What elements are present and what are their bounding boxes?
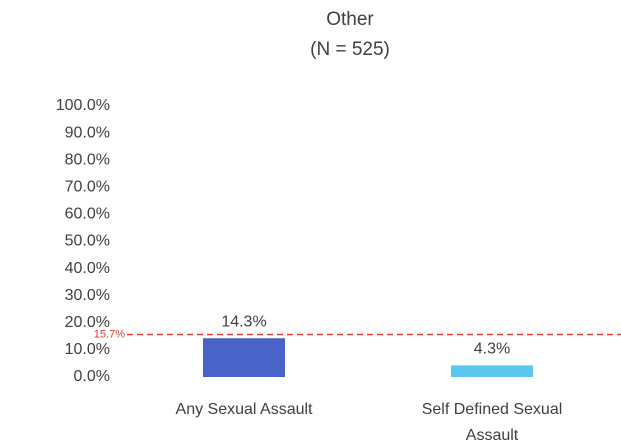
x-tick-label: Any Sexual Assault bbox=[175, 401, 313, 418]
y-tick-label: 30.0% bbox=[65, 287, 110, 304]
y-tick-label: 90.0% bbox=[65, 124, 110, 141]
y-tick-label: 50.0% bbox=[65, 233, 110, 250]
chart-subtitle: (N = 525) bbox=[310, 39, 390, 60]
y-tick-label: 0.0% bbox=[74, 368, 110, 385]
y-tick-label: 100.0% bbox=[56, 97, 110, 114]
y-tick-label: 20.0% bbox=[65, 314, 110, 331]
y-tick-label: 60.0% bbox=[65, 206, 110, 223]
x-tick-label: Self Defined Sexual Assault bbox=[421, 401, 563, 444]
chart-title: Other bbox=[326, 9, 374, 30]
y-tick-label: 70.0% bbox=[65, 179, 110, 196]
bar bbox=[203, 338, 285, 377]
value-label: 14.3% bbox=[221, 313, 266, 330]
bar bbox=[451, 365, 533, 377]
y-tick-label: 80.0% bbox=[65, 151, 110, 168]
reference-label: 15.7% bbox=[94, 328, 125, 340]
y-tick-label: 40.0% bbox=[65, 260, 110, 277]
value-label: 4.3% bbox=[474, 341, 510, 358]
y-tick-label: 10.0% bbox=[65, 341, 110, 358]
